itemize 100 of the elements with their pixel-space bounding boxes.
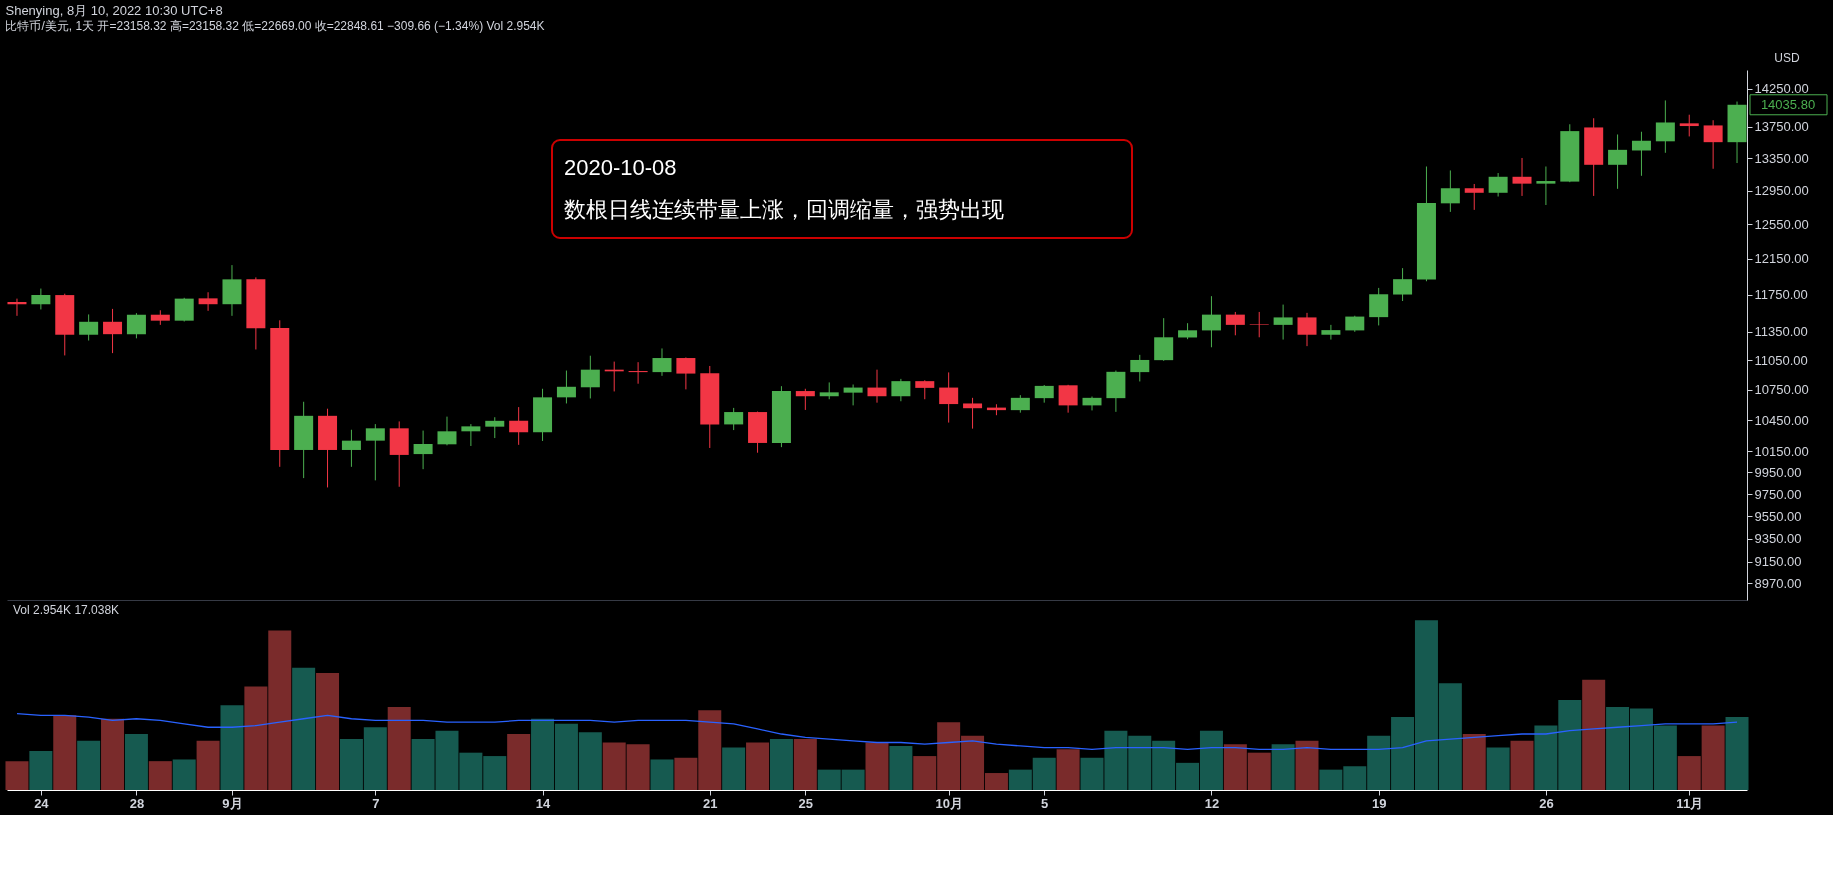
bar xyxy=(722,747,746,790)
candlestick xyxy=(1512,157,1532,197)
x-tick-label: 21 xyxy=(703,795,718,811)
candlestick xyxy=(963,397,983,430)
x-tick-label: 25 xyxy=(798,795,814,811)
x-tick-label: 5 xyxy=(1041,795,1049,811)
candlestick xyxy=(1154,317,1174,362)
y-tick-label: 12150.00 xyxy=(1754,251,1809,267)
x-tick-label: 19 xyxy=(1371,795,1387,811)
x-tick-label: 11月 xyxy=(1676,795,1704,811)
candlestick xyxy=(1440,169,1460,213)
candlestick xyxy=(1225,311,1245,336)
candlestick xyxy=(1536,165,1556,206)
bar xyxy=(889,745,913,790)
y-tick-label: 9750.00 xyxy=(1754,486,1802,502)
candlestick xyxy=(1488,172,1508,198)
x-tick-label: 26 xyxy=(1539,795,1554,811)
candlestick xyxy=(485,416,505,439)
candlestick xyxy=(652,347,672,377)
y-tick-label: 10150.00 xyxy=(1754,443,1809,459)
bar xyxy=(650,759,674,790)
bar xyxy=(746,742,770,790)
candlestick xyxy=(1369,287,1389,326)
bar xyxy=(1056,749,1080,790)
candlestick xyxy=(509,406,529,446)
bar xyxy=(53,715,77,790)
x-tick-label: 7 xyxy=(372,795,380,811)
candlestick xyxy=(1631,131,1651,177)
y-tick-label: 12950.00 xyxy=(1754,183,1809,199)
candlestick xyxy=(198,291,218,312)
bar xyxy=(148,761,172,790)
y-tick-label: 11350.00 xyxy=(1754,324,1808,340)
y-tick-label: 12550.00 xyxy=(1754,216,1809,232)
candlestick xyxy=(1321,324,1341,341)
candlestick xyxy=(1249,311,1269,338)
bar xyxy=(1486,747,1510,790)
chart-title: Shenying, 8月 10, 2022 10:30 UTC+8 xyxy=(5,3,223,18)
bar xyxy=(1725,717,1749,790)
bar xyxy=(220,705,244,790)
x-tick-label: 24 xyxy=(34,795,50,811)
candlestick xyxy=(628,361,648,385)
candlestick xyxy=(795,388,815,411)
candlestick xyxy=(556,370,576,404)
bar xyxy=(172,759,196,790)
candlestick xyxy=(724,407,744,431)
chart-subtitle: 比特币/美元, 1天 开=23158.32 高=23158.32 低=22669.00 收=22848.61 −309.66 (−1.34%) Vol 2.954K xyxy=(5,19,545,33)
bar xyxy=(1582,679,1606,790)
bar xyxy=(1271,744,1295,790)
bar xyxy=(387,706,411,790)
bar xyxy=(5,761,29,790)
bar xyxy=(1462,734,1486,790)
x-tick-label: 14 xyxy=(535,795,552,811)
bar xyxy=(124,734,148,790)
bar xyxy=(316,672,340,790)
bar xyxy=(292,667,316,790)
candlestick xyxy=(580,355,600,399)
y-tick-label: 9150.00 xyxy=(1754,554,1802,570)
candlestick xyxy=(1201,295,1221,348)
y-tick-label: 13750.00 xyxy=(1754,119,1809,135)
x-tick-label: 12 xyxy=(1204,795,1220,811)
bar xyxy=(101,718,125,790)
y-tick-label: 14250.00 xyxy=(1754,81,1809,97)
y-tick-label: 10450.00 xyxy=(1754,412,1809,428)
candlestick xyxy=(1679,114,1699,137)
candlestick xyxy=(1655,99,1675,154)
y-tick-label: 8970.00 xyxy=(1754,575,1802,591)
candlestick xyxy=(413,430,433,470)
candlestick xyxy=(1608,133,1628,190)
candlestick xyxy=(1703,119,1723,170)
y-tick-label: 9350.00 xyxy=(1754,531,1802,547)
candlestick xyxy=(103,308,123,354)
y-tick-label: 9550.00 xyxy=(1754,508,1802,524)
candlestick xyxy=(1393,267,1413,302)
candlestick xyxy=(126,312,146,339)
candlestick xyxy=(437,416,457,446)
y-tick-label: 11050.00 xyxy=(1754,352,1808,368)
candlestick xyxy=(915,379,935,400)
candlestick xyxy=(1058,384,1078,414)
bar xyxy=(793,739,817,790)
y-tick-label: 13350.00 xyxy=(1754,150,1809,166)
candlestick xyxy=(174,297,194,323)
bar xyxy=(865,742,889,790)
x-tick-label: 9月 xyxy=(222,795,243,811)
candlestick xyxy=(1130,354,1150,382)
candlestick xyxy=(867,369,887,404)
bar xyxy=(769,739,793,790)
candlestick xyxy=(1464,183,1484,211)
candlestick xyxy=(891,378,911,402)
candlestick xyxy=(676,356,696,390)
y-axis-title: USD xyxy=(1774,51,1800,65)
x-tick-label: 28 xyxy=(129,795,145,811)
annotation: 14035.80 xyxy=(1760,96,1816,112)
candlestick xyxy=(79,313,99,342)
bar xyxy=(507,734,531,790)
text: Vol 2.954K 17.038K xyxy=(13,603,120,617)
candlestick xyxy=(31,288,51,310)
candlestick xyxy=(939,371,959,424)
candlestick xyxy=(1297,312,1317,347)
candlestick xyxy=(461,423,481,447)
bar xyxy=(196,740,220,790)
